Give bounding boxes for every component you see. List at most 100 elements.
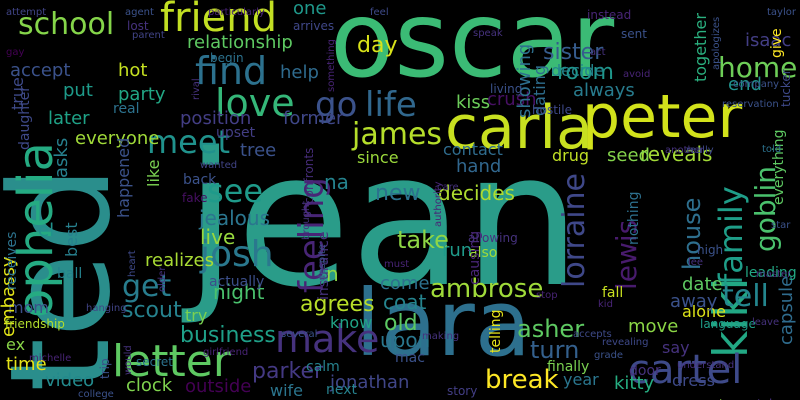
word-parker: parker xyxy=(252,359,324,384)
word-seed: seed xyxy=(607,145,650,166)
word-mac: mac xyxy=(395,350,425,366)
word-told: told xyxy=(762,144,782,155)
word-stop: stop xyxy=(536,290,558,301)
word-later: later xyxy=(48,108,90,129)
word-allowing: allowing xyxy=(468,231,518,245)
word-year: year xyxy=(563,370,599,389)
word-clock: clock xyxy=(126,375,173,396)
word-asher: asher xyxy=(517,315,585,343)
word-room: room xyxy=(557,60,614,85)
word-give: give xyxy=(769,28,785,58)
word-understand: understand xyxy=(677,360,735,371)
word-finally: finally xyxy=(547,359,590,375)
word-taylor: taylor xyxy=(767,7,796,18)
word-hanging: hanging xyxy=(86,303,127,314)
word-avoid: avoid xyxy=(623,69,651,80)
word-parent: parent xyxy=(132,30,165,41)
word-leave: leave xyxy=(752,317,780,328)
word-accepts: accepts xyxy=(573,329,612,340)
word-one: one xyxy=(293,0,327,19)
word-kiss: kiss xyxy=(456,92,491,113)
word-know: know xyxy=(330,313,373,332)
word-ball: ball xyxy=(57,266,83,282)
word-run: run xyxy=(442,240,473,261)
word-wanted: wanted xyxy=(200,160,238,171)
word-james: james xyxy=(352,117,443,152)
word-capsule: capsule xyxy=(776,275,797,345)
word-put: put xyxy=(63,80,93,101)
word-several: several xyxy=(281,329,318,340)
word-high: high xyxy=(697,243,724,257)
word-receives: receives xyxy=(4,231,20,290)
word-rival: rival xyxy=(191,78,202,100)
word-kitty: kitty xyxy=(614,373,655,394)
word-outside: outside xyxy=(185,376,252,397)
word-also: also xyxy=(469,245,498,261)
word-leading: leading xyxy=(745,265,797,281)
word-michelle: michelle xyxy=(29,353,72,364)
word-telling: telling xyxy=(488,309,504,353)
word-contact: contact xyxy=(443,140,503,159)
word-nothing: nothing xyxy=(626,191,642,245)
word-decide: decide xyxy=(551,61,605,80)
word-take: take xyxy=(397,226,449,254)
word-drug: drug xyxy=(552,146,590,165)
word-star: star xyxy=(771,220,791,231)
word-taken: taken xyxy=(757,398,791,400)
word-story: story xyxy=(447,384,478,398)
word-asks: asks xyxy=(51,137,72,178)
word-everyone: everyone xyxy=(75,128,160,149)
word-grade: grade xyxy=(594,350,624,361)
word-agrees: agrees xyxy=(300,292,375,317)
word-tucker: tucker xyxy=(779,69,793,107)
word-everything: everything xyxy=(771,129,787,205)
word-jonathan: jonathan xyxy=(330,372,410,393)
word-since: since xyxy=(357,148,399,167)
word-see: see xyxy=(207,172,264,210)
word-accept: accept xyxy=(10,60,71,81)
word-get: get xyxy=(122,269,172,304)
word-josh: josh xyxy=(200,234,274,275)
word-brought: brought xyxy=(301,200,312,240)
word-together: together xyxy=(691,13,710,82)
word-girlfriend: girlfriend xyxy=(203,347,249,358)
word-college: college xyxy=(78,389,114,400)
word-really: really xyxy=(686,145,714,156)
word-date: date xyxy=(682,274,723,295)
word-video: video xyxy=(45,370,95,391)
word-must: must xyxy=(384,259,410,270)
word-fall: fall xyxy=(602,285,624,301)
word-fake: fake xyxy=(182,191,208,205)
word-night: night xyxy=(213,280,265,304)
word-best: best xyxy=(62,222,81,257)
word-company: company xyxy=(733,79,780,90)
word-old: old xyxy=(384,311,418,336)
word-would: would xyxy=(123,345,134,375)
word-language: language xyxy=(700,317,756,331)
word-gay: gay xyxy=(6,47,25,58)
word-something: something xyxy=(326,39,337,92)
word-door: door xyxy=(629,363,661,379)
word-sent: sent xyxy=(621,27,647,41)
word-letter: letter xyxy=(112,336,231,387)
word-revealing: revealing xyxy=(602,337,649,348)
word-el: el xyxy=(38,220,55,241)
word-apologizes: apologizes xyxy=(711,16,722,70)
word-turn: turn xyxy=(530,336,580,364)
word-end: end xyxy=(728,74,762,95)
word-living: living xyxy=(490,82,523,96)
word-reservation: reservation xyxy=(722,99,779,110)
word-tell: tell xyxy=(722,279,769,314)
word-master: master xyxy=(756,269,792,280)
word-like: like xyxy=(144,159,163,187)
word-live: live xyxy=(200,225,236,249)
word-wife: wife xyxy=(270,381,304,400)
word-family: family xyxy=(712,186,750,285)
word-act: act xyxy=(590,47,606,58)
word-home: home xyxy=(718,51,798,84)
word-tree: tree xyxy=(240,140,277,161)
word-day: day xyxy=(357,33,398,58)
word-realizes: realizes xyxy=(145,250,215,271)
word-older: older xyxy=(157,266,168,292)
